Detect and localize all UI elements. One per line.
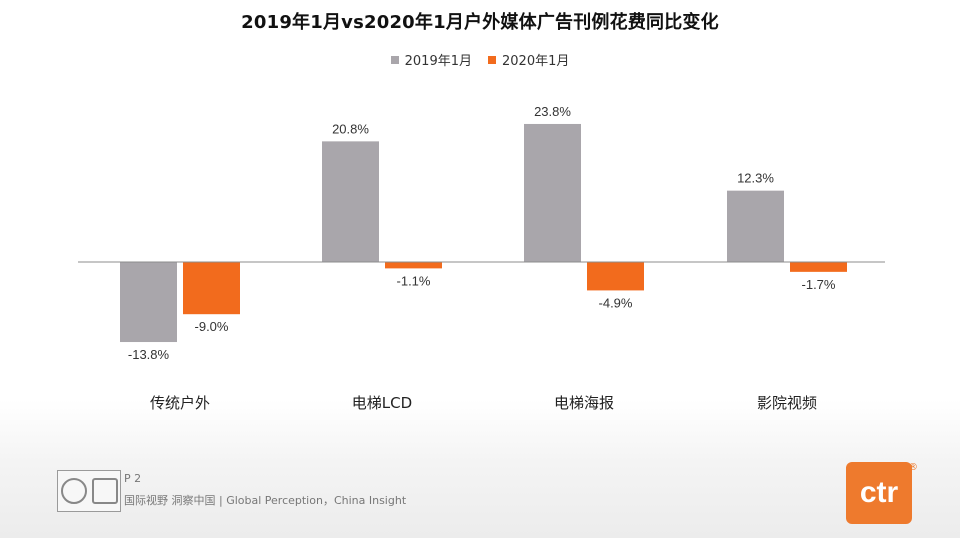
chart-legend: 2019年1月 2020年1月 xyxy=(0,50,960,69)
ctr-logo: ctr xyxy=(846,462,912,524)
bar-2019-3 xyxy=(727,190,784,262)
data-label-2019-3: 12.3% xyxy=(737,171,774,186)
legend-label-2020: 2020年1月 xyxy=(502,54,570,69)
legend-swatch-2019 xyxy=(390,55,399,64)
data-label-2020-0: -9.0% xyxy=(195,319,229,334)
bar-2019-0 xyxy=(120,262,177,343)
bar-2019-2 xyxy=(524,123,581,263)
legend-swatch-2020 xyxy=(488,55,496,64)
cert-badge-icon xyxy=(91,478,118,504)
data-label-2020-1: -1.1% xyxy=(397,273,431,288)
legend-label-2019: 2019年1月 xyxy=(404,54,472,69)
page-number: P 2 xyxy=(124,472,142,485)
registered-mark: ® xyxy=(908,462,918,473)
legend-item-2019: 2019年1月 xyxy=(390,50,472,69)
bar-2019-1 xyxy=(322,141,379,262)
data-label-2019-1: 20.8% xyxy=(332,121,369,136)
category-label-0: 传统户外 xyxy=(150,394,210,412)
background-gradient xyxy=(0,400,960,538)
bar-2020-1 xyxy=(385,262,442,269)
category-label-3: 影院视频 xyxy=(757,394,817,412)
category-label-2: 电梯海报 xyxy=(554,394,614,412)
cert-seal-icon xyxy=(60,478,87,504)
data-label-2020-3: -1.7% xyxy=(802,277,836,292)
chart-title: 2019年1月vs2020年1月户外媒体广告刊例花费同比变化 xyxy=(241,12,719,33)
bar-2020-0 xyxy=(183,262,240,315)
category-label-1: 电梯LCD xyxy=(352,394,412,412)
data-label-2019-0: -13.8% xyxy=(128,347,170,362)
data-label-2020-2: -4.9% xyxy=(599,295,633,310)
footer-tagline: 国际视野 洞察中国 | Global Perception，China Insi… xyxy=(124,494,407,507)
bar-2020-2 xyxy=(587,262,644,291)
data-label-2019-2: 23.8% xyxy=(534,104,571,119)
bar-2020-3 xyxy=(790,262,847,272)
certification-logos xyxy=(57,470,121,512)
legend-item-2020: 2020年1月 xyxy=(488,50,569,69)
